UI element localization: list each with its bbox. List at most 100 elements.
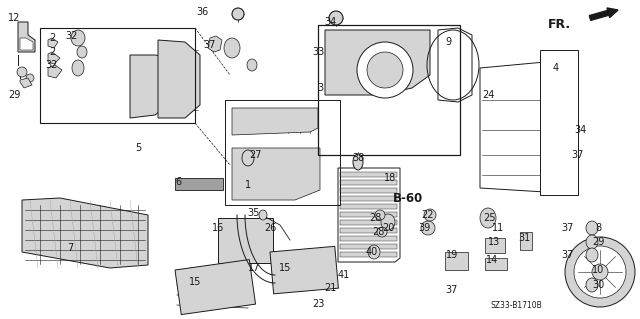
Polygon shape (340, 196, 397, 201)
Text: 30: 30 (592, 280, 604, 290)
Polygon shape (340, 212, 397, 217)
Text: 29: 29 (8, 90, 20, 100)
Bar (225, 100, 340, 205)
Polygon shape (445, 252, 468, 270)
Text: 32: 32 (46, 60, 58, 70)
Text: 12: 12 (8, 13, 20, 23)
Text: 17: 17 (248, 263, 260, 273)
Text: 24: 24 (482, 90, 494, 100)
Bar (485, 258, 507, 270)
Polygon shape (480, 62, 578, 192)
Ellipse shape (353, 154, 363, 170)
Ellipse shape (367, 52, 403, 88)
Text: 21: 21 (324, 283, 336, 293)
Ellipse shape (480, 208, 496, 228)
Polygon shape (340, 188, 397, 193)
Bar (175, 260, 255, 315)
FancyArrow shape (589, 8, 618, 20)
Ellipse shape (77, 46, 87, 58)
Polygon shape (208, 36, 222, 52)
Text: 20: 20 (382, 223, 394, 233)
Polygon shape (340, 252, 397, 257)
Text: 23: 23 (312, 299, 324, 309)
Ellipse shape (17, 67, 27, 77)
Ellipse shape (377, 227, 387, 237)
Polygon shape (340, 228, 397, 233)
Text: 29: 29 (592, 237, 604, 247)
Ellipse shape (224, 38, 240, 58)
Ellipse shape (357, 42, 413, 98)
Ellipse shape (586, 248, 598, 262)
Text: 37: 37 (562, 250, 574, 260)
Ellipse shape (232, 8, 244, 20)
Text: 8: 8 (595, 223, 601, 233)
Ellipse shape (26, 74, 34, 82)
Text: 37: 37 (204, 40, 216, 50)
Ellipse shape (586, 221, 598, 235)
Ellipse shape (375, 210, 385, 220)
Polygon shape (338, 168, 400, 262)
Polygon shape (340, 180, 397, 185)
Bar (40, 28, 195, 123)
Bar (485, 238, 505, 253)
Text: 34: 34 (324, 17, 336, 27)
Text: 18: 18 (384, 173, 396, 183)
Polygon shape (438, 28, 472, 102)
Bar (318, 25, 460, 155)
Text: 7: 7 (67, 243, 73, 253)
Ellipse shape (586, 278, 598, 292)
Text: 2: 2 (49, 47, 55, 57)
Polygon shape (20, 78, 32, 88)
Polygon shape (18, 22, 35, 52)
Polygon shape (22, 198, 148, 268)
Text: 15: 15 (189, 277, 201, 287)
Bar (270, 246, 339, 294)
Ellipse shape (71, 30, 85, 46)
Text: 26: 26 (264, 223, 276, 233)
Text: B-60: B-60 (393, 191, 423, 204)
Ellipse shape (72, 60, 84, 76)
Ellipse shape (424, 209, 436, 221)
Bar (540, 50, 578, 195)
Text: SZ33-B1710B: SZ33-B1710B (490, 300, 542, 309)
Text: 22: 22 (422, 210, 435, 220)
Text: 11: 11 (492, 223, 504, 233)
Text: 37: 37 (572, 150, 584, 160)
Text: 34: 34 (574, 125, 586, 135)
Bar (218, 218, 273, 263)
Text: 4: 4 (553, 63, 559, 73)
Ellipse shape (259, 210, 267, 220)
Ellipse shape (592, 264, 608, 280)
Text: 6: 6 (175, 177, 181, 187)
Ellipse shape (242, 150, 254, 166)
Ellipse shape (368, 245, 380, 259)
Polygon shape (48, 52, 60, 64)
Text: 19: 19 (446, 250, 458, 260)
Text: 10: 10 (592, 265, 604, 275)
Polygon shape (48, 65, 62, 78)
Text: 31: 31 (518, 233, 530, 243)
Text: 32: 32 (66, 31, 78, 41)
Ellipse shape (329, 11, 343, 25)
Text: 9: 9 (445, 37, 451, 47)
Text: 5: 5 (135, 143, 141, 153)
Text: 36: 36 (196, 7, 208, 17)
Text: 33: 33 (312, 47, 324, 57)
Text: 27: 27 (249, 150, 261, 160)
Polygon shape (340, 236, 397, 241)
Ellipse shape (574, 246, 626, 298)
Text: 38: 38 (352, 153, 364, 163)
Text: 35: 35 (248, 208, 260, 218)
Polygon shape (340, 204, 397, 209)
Polygon shape (130, 55, 175, 118)
Text: 1: 1 (245, 180, 251, 190)
Polygon shape (48, 38, 58, 48)
Polygon shape (340, 244, 397, 249)
Text: 39: 39 (418, 223, 430, 233)
Polygon shape (232, 148, 320, 200)
Polygon shape (20, 38, 33, 50)
Text: 40: 40 (366, 247, 378, 257)
Ellipse shape (565, 237, 635, 307)
Bar (520, 232, 532, 250)
Text: 16: 16 (212, 223, 224, 233)
